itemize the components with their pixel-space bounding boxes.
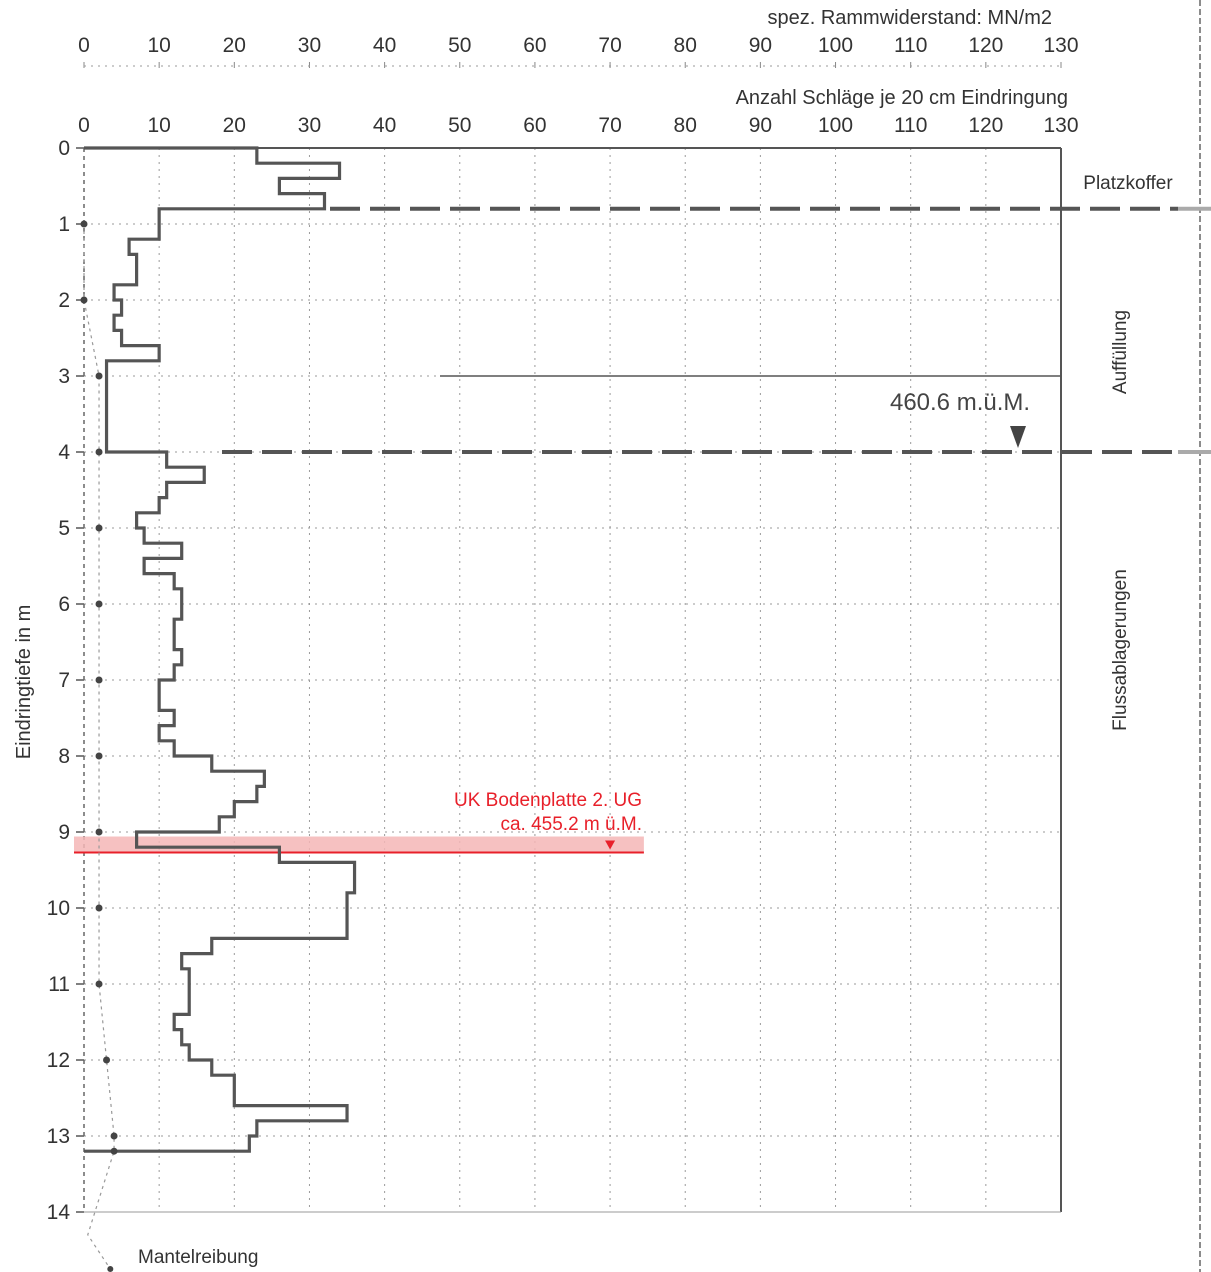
x-tick-label: 10 xyxy=(147,114,170,137)
uk-marker xyxy=(605,840,616,850)
x-tick-label: 130 xyxy=(1043,114,1078,137)
y-tick-label: 3 xyxy=(58,365,70,388)
x-tick-label-top: 100 xyxy=(818,34,853,57)
x-tick-label: 40 xyxy=(373,114,396,137)
blow-count-profile xyxy=(84,146,357,1153)
x-tick-label-top: 50 xyxy=(448,34,471,57)
mantelreibung-point xyxy=(107,1266,114,1272)
axis-ticks: 0010102020303040405050606070708080909010… xyxy=(47,34,1079,1224)
y-tick-label: 11 xyxy=(48,973,70,996)
mantelreibung-line xyxy=(83,224,115,1270)
mantelreibung-point xyxy=(95,372,103,380)
y-tick-label: 9 xyxy=(58,821,70,844)
mantelreibung-label: Mantelreibung xyxy=(138,1247,258,1268)
x-tick-label: 0 xyxy=(78,114,90,137)
y-tick-label: 13 xyxy=(47,1125,70,1148)
y-tick-label: 4 xyxy=(58,441,70,464)
y-tick-label: 12 xyxy=(47,1049,70,1072)
x-tick-label-top: 0 xyxy=(78,34,90,57)
x-tick-label: 70 xyxy=(598,114,621,137)
x-tick-label: 50 xyxy=(448,114,471,137)
x-tick-label: 20 xyxy=(223,114,246,137)
layer-label-flussablagerungen: Flussablagerungen xyxy=(1110,569,1131,731)
mantelreibung-point xyxy=(95,524,103,532)
uk-bodenplatte-elevation: ca. 455.2 m ü.M. xyxy=(500,814,642,835)
mantelreibung-point xyxy=(80,220,88,228)
x-tick-label: 80 xyxy=(674,114,697,137)
x-tick-label: 60 xyxy=(523,114,546,137)
mantelreibung-point xyxy=(110,1147,118,1155)
y-axis-title: Eindringtiefe in m xyxy=(13,605,35,760)
mantelreibung-point xyxy=(95,676,103,684)
layer-frame xyxy=(84,0,1211,1272)
y-tick-label: 10 xyxy=(47,897,70,920)
y-tick-label: 6 xyxy=(58,593,70,616)
x-tick-label-top: 80 xyxy=(674,34,697,57)
y-tick-label: 0 xyxy=(58,137,70,160)
x-tick-label-top: 110 xyxy=(894,34,927,57)
x-tick-label: 100 xyxy=(818,114,853,137)
x-tick-label-top: 90 xyxy=(749,34,772,57)
grid xyxy=(76,62,1062,1213)
mantelreibung-point xyxy=(95,904,103,912)
x-tick-label: 110 xyxy=(894,114,927,137)
layer-label-auffuellung: Auffüllung xyxy=(1110,310,1131,394)
x-tick-label-top: 130 xyxy=(1043,34,1078,57)
mantelreibung-point xyxy=(80,296,88,304)
chart-labels: spez. Rammwiderstand: MN/m2 Anzahl Schlä… xyxy=(13,7,1173,1268)
uk-bodenplatte-band xyxy=(74,836,644,854)
y-tick-label: 14 xyxy=(47,1201,71,1224)
blow-count-step-line xyxy=(84,146,357,1153)
y-tick-label: 5 xyxy=(58,517,70,540)
mantelreibung-point xyxy=(110,1132,118,1140)
x-tick-label-top: 40 xyxy=(373,34,396,57)
y-tick-label: 1 xyxy=(58,213,70,236)
x-tick-label: 30 xyxy=(298,114,321,137)
x-tick-label: 120 xyxy=(968,114,1003,137)
layer-label-platzkoffer: Platzkoffer xyxy=(1083,173,1173,194)
mantelreibung-point xyxy=(95,600,103,608)
mantelreibung-point xyxy=(95,980,103,988)
x-tick-label-top: 30 xyxy=(298,34,321,57)
mantelreibung-point xyxy=(95,828,103,836)
x-tick-label: 90 xyxy=(749,114,772,137)
x-tick-label-top: 120 xyxy=(968,34,1003,57)
y-tick-label: 8 xyxy=(58,745,70,768)
uk-bodenplatte-label: UK Bodenplatte 2. UG xyxy=(454,790,642,811)
x-axis-top-title: spez. Rammwiderstand: MN/m2 xyxy=(767,7,1052,29)
y-tick-label: 7 xyxy=(58,669,70,692)
x-axis-title: Anzahl Schläge je 20 cm Eindringung xyxy=(736,87,1068,109)
mantelreibung-point xyxy=(95,448,103,456)
x-tick-label-top: 60 xyxy=(523,34,546,57)
x-tick-label-top: 20 xyxy=(223,34,246,57)
mantelreibung-point xyxy=(95,752,103,760)
water-level-marker xyxy=(1010,426,1026,448)
x-tick-label-top: 70 xyxy=(598,34,621,57)
water-level-label: 460.6 m.ü.M. xyxy=(890,389,1030,416)
uk-band-rect xyxy=(74,836,644,853)
x-tick-label-top: 10 xyxy=(147,34,170,57)
y-tick-label: 2 xyxy=(58,289,70,312)
mantelreibung-point xyxy=(103,1056,111,1064)
mantelreibung-curve xyxy=(80,220,118,1272)
